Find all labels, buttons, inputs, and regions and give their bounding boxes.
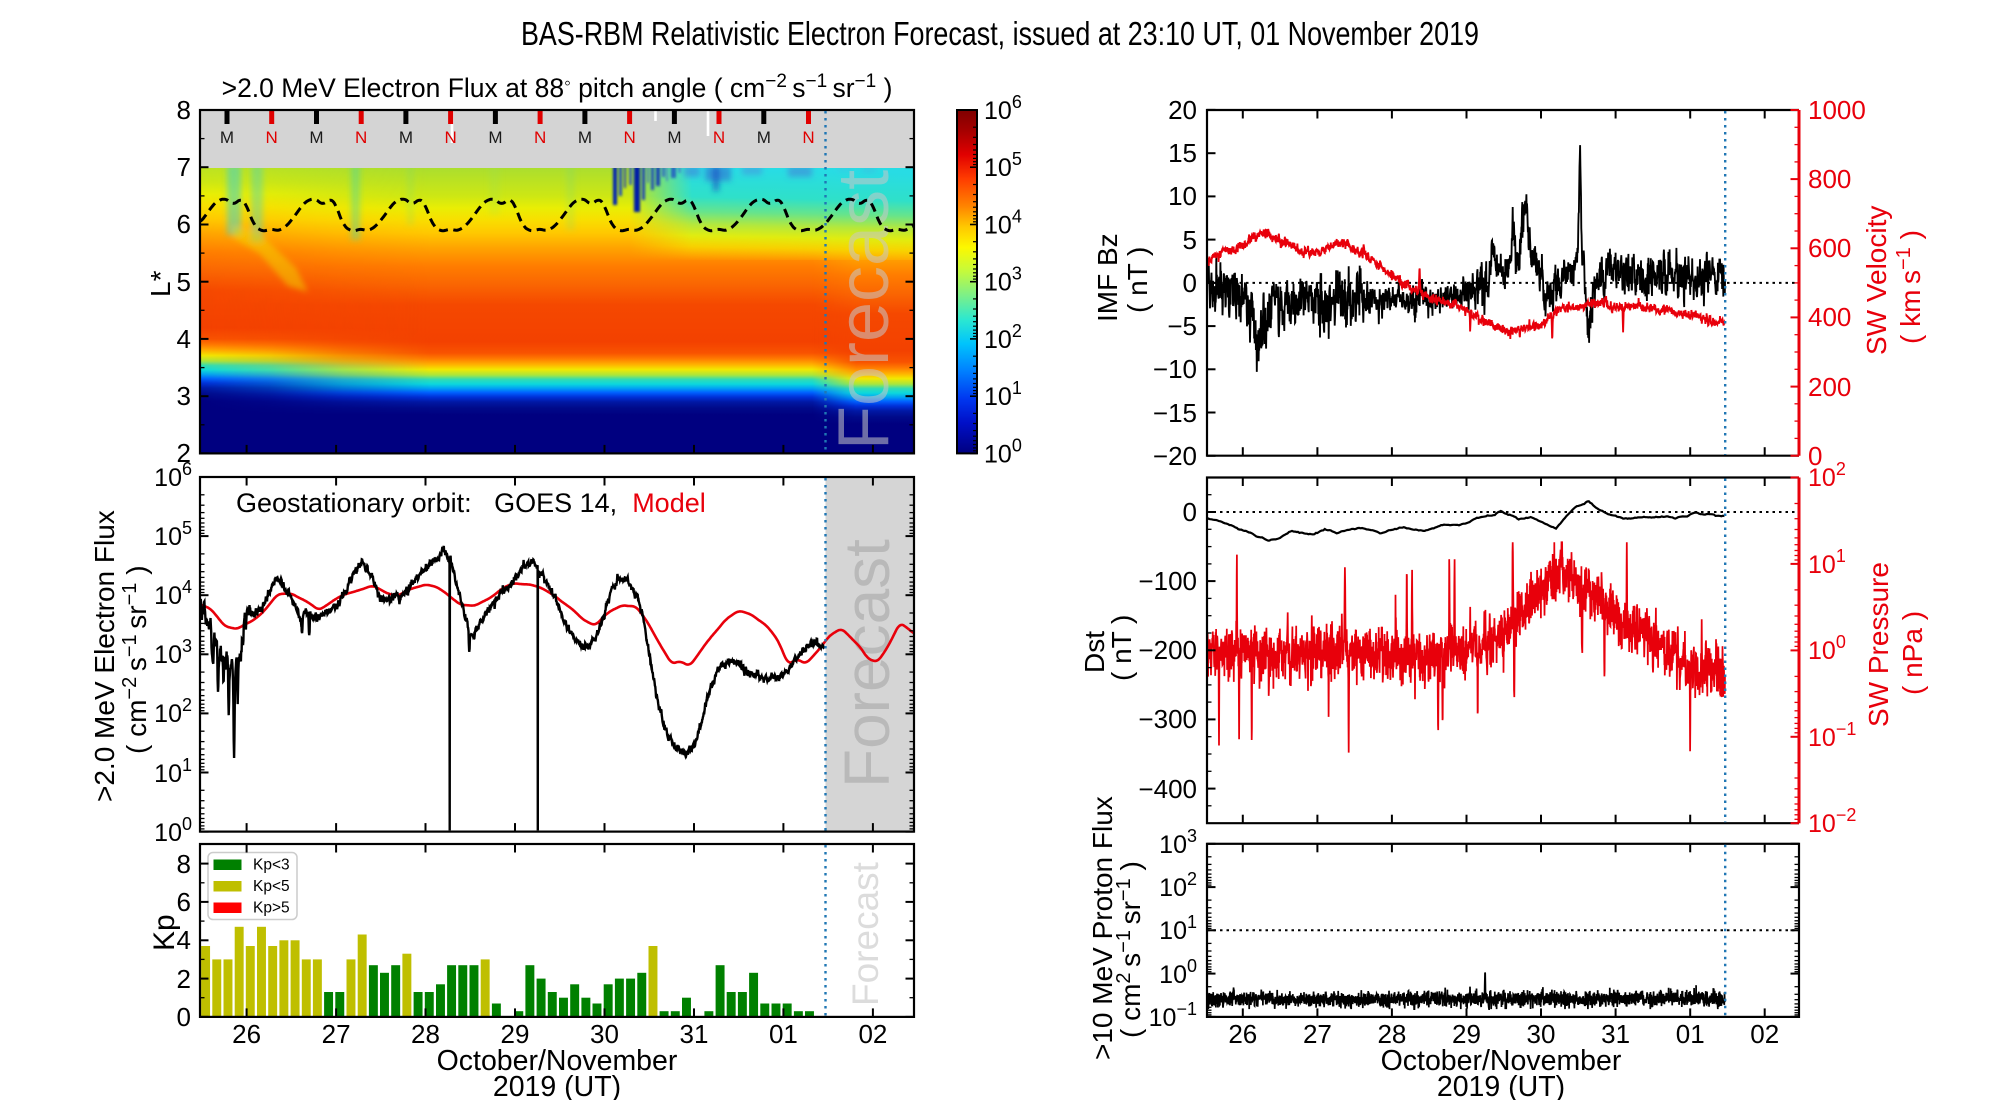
svg-text:0: 0 [1183,497,1197,527]
svg-text:8: 8 [177,95,191,125]
svg-text:>10 MeV Proton Flux: >10 MeV Proton Flux [1087,796,1118,1060]
svg-text:5: 5 [1183,225,1197,255]
svg-text:Forecast: Forecast [845,861,886,1006]
svg-text:( cm−2 s−1 sr−1 ): ( cm−2 s−1 sr−1 ) [119,565,152,754]
svg-text:2019 (UT): 2019 (UT) [493,1071,621,1100]
svg-text:27: 27 [322,1019,351,1049]
svg-text:N: N [802,128,814,147]
svg-text:0: 0 [1808,441,1822,471]
svg-text:−400: −400 [1138,774,1197,804]
svg-text:Forecast: Forecast [831,539,903,788]
svg-text:4: 4 [177,324,191,354]
svg-text:26: 26 [232,1019,261,1049]
svg-text:M: M [578,128,592,147]
svg-text:7: 7 [177,152,191,182]
svg-text:N: N [534,128,546,147]
svg-text:01: 01 [1676,1019,1705,1049]
svg-text:29: 29 [1452,1019,1481,1049]
svg-text:01: 01 [769,1019,798,1049]
svg-text:( km s−1 ): ( km s−1 ) [1893,230,1926,344]
svg-text:BAS-RBM Relativistic Electron: BAS-RBM Relativistic Electron Forecast, … [521,15,1479,52]
svg-text:M: M [667,128,681,147]
svg-text:Forecast: Forecast [824,170,904,450]
svg-text:8: 8 [177,849,191,879]
svg-text:15: 15 [1168,138,1197,168]
svg-text:Kp: Kp [148,914,181,951]
svg-text:6: 6 [177,887,191,917]
svg-text:−20: −20 [1153,441,1197,471]
svg-text:N: N [444,128,456,147]
svg-text:31: 31 [680,1019,709,1049]
svg-text:M: M [220,128,234,147]
svg-text:L*: L* [145,270,176,297]
svg-text:N: N [266,128,278,147]
svg-text:M: M [757,128,771,147]
svg-text:Dst: Dst [1079,631,1110,673]
svg-text:31: 31 [1601,1019,1630,1049]
svg-text:−100: −100 [1138,566,1197,596]
svg-text:IMF Bz: IMF Bz [1092,233,1123,322]
svg-text:−300: −300 [1138,704,1197,734]
svg-text:400: 400 [1808,302,1851,332]
svg-text:29: 29 [501,1019,530,1049]
svg-text:02: 02 [858,1019,887,1049]
svg-text:>2.0 MeV Electron Flux: >2.0 MeV Electron Flux [89,510,120,802]
svg-text:30: 30 [1527,1019,1556,1049]
svg-text:106: 106 [984,92,1022,125]
svg-text:October/November: October/November [1381,1045,1622,1077]
svg-text:Kp>5: Kp>5 [253,900,290,917]
svg-text:M: M [309,128,323,147]
svg-text:02: 02 [1750,1019,1779,1049]
svg-text:SW Pressure: SW Pressure [1863,562,1894,727]
svg-text:28: 28 [411,1019,440,1049]
svg-text:800: 800 [1808,164,1851,194]
svg-text:26: 26 [1228,1019,1257,1049]
svg-text:−10: −10 [1153,354,1197,384]
svg-text:( nPa ): ( nPa ) [1897,611,1928,695]
svg-text:600: 600 [1808,233,1851,263]
svg-text:4: 4 [177,925,191,955]
svg-text:5: 5 [177,267,191,297]
svg-text:10−1: 10−1 [1149,999,1197,1032]
svg-text:20: 20 [1168,95,1197,125]
svg-text:2019 (UT): 2019 (UT) [1437,1071,1565,1100]
svg-text:( nT ): ( nT ) [1122,247,1153,313]
svg-text:N: N [623,128,635,147]
svg-text:27: 27 [1303,1019,1332,1049]
svg-text:−5: −5 [1167,311,1197,341]
svg-text:Geostationary orbit: GOES 14: Geostationary orbit: GOES 14, Model [236,488,706,518]
svg-text:>2.0 MeV Electron Flux at 88◦: >2.0 MeV Electron Flux at 88◦ pitch angl… [222,71,893,103]
svg-text:October/November: October/November [437,1045,678,1077]
svg-text:2: 2 [177,964,191,994]
svg-text:−15: −15 [1153,398,1197,428]
svg-text:SW Velocity: SW Velocity [1861,206,1892,355]
svg-text:0: 0 [177,1002,191,1032]
svg-text:M: M [488,128,502,147]
svg-text:−200: −200 [1138,635,1197,665]
svg-text:28: 28 [1377,1019,1406,1049]
svg-text:N: N [713,128,725,147]
svg-text:Kp<3: Kp<3 [253,857,290,874]
svg-text:6: 6 [177,209,191,239]
svg-text:200: 200 [1808,372,1851,402]
svg-text:( nT ): ( nT ) [1106,615,1137,681]
svg-text:3: 3 [177,381,191,411]
svg-text:2: 2 [177,438,191,468]
svg-text:10: 10 [1168,181,1197,211]
svg-text:30: 30 [590,1019,619,1049]
svg-text:1000: 1000 [1808,95,1866,125]
svg-text:0: 0 [1183,268,1197,298]
svg-text:M: M [399,128,413,147]
svg-text:101: 101 [154,755,192,788]
svg-text:Kp<5: Kp<5 [253,878,290,895]
svg-text:N: N [355,128,367,147]
